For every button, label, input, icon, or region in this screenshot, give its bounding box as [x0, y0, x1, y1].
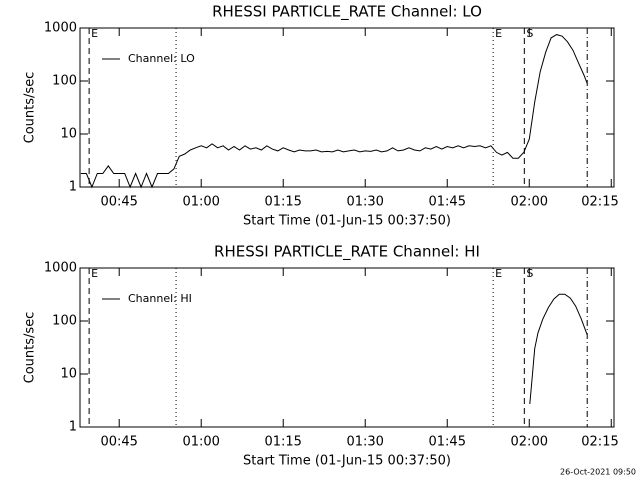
x-axis-label: Start Time (01-Jun-15 00:37:50) — [243, 454, 451, 469]
y-axis-label: Counts/sec — [23, 72, 38, 144]
x-tick-label: 02:00 — [511, 195, 548, 210]
y-tick-label: 10 — [60, 127, 77, 142]
x-tick-label: 02:15 — [581, 195, 618, 210]
y-tick-label: 100 — [52, 74, 77, 89]
timestamp: 26-Oct-2021 09:50 — [560, 468, 636, 477]
legend-label: Channel: HI — [128, 292, 192, 305]
chart-title: RHESSI PARTICLE_RATE Channel: LO — [212, 3, 482, 22]
y-tick-label: 1 — [69, 420, 77, 435]
x-tick-label: 01:45 — [429, 435, 466, 450]
x-tick-label: 01:30 — [346, 435, 383, 450]
flag-label: S — [526, 27, 533, 40]
flag-label: S — [526, 267, 533, 280]
plot-frame — [79, 267, 615, 428]
flag-label: E — [91, 27, 98, 40]
flag-label: E — [495, 27, 502, 40]
flag-label: E — [495, 267, 502, 280]
x-tick-label: 01:00 — [182, 435, 219, 450]
x-axis-label: Start Time (01-Jun-15 00:37:50) — [243, 214, 451, 229]
x-tick-label: 00:45 — [100, 195, 137, 210]
x-tick-label: 01:45 — [429, 195, 466, 210]
y-tick-label: 10 — [60, 367, 77, 382]
x-tick-label: 01:30 — [346, 195, 383, 210]
x-tick-label: 01:00 — [182, 195, 219, 210]
y-tick-label: 1000 — [44, 261, 77, 276]
x-tick-label: 02:15 — [581, 435, 618, 450]
legend-label: Channel: LO — [128, 52, 195, 65]
series-line — [529, 293, 588, 405]
y-tick-label: 1 — [69, 180, 77, 195]
flag-label: E — [91, 267, 98, 280]
chart-title: RHESSI PARTICLE_RATE Channel: HI — [214, 243, 480, 262]
x-tick-label: 00:45 — [100, 435, 137, 450]
x-tick-label: 02:00 — [511, 435, 548, 450]
plot-frame — [79, 27, 615, 188]
x-tick-label: 01:15 — [264, 195, 301, 210]
series-line — [80, 34, 588, 189]
y-tick-label: 100 — [52, 314, 77, 329]
y-tick-label: 1000 — [44, 21, 77, 36]
y-axis-label: Counts/sec — [23, 312, 38, 384]
x-tick-label: 01:15 — [264, 435, 301, 450]
